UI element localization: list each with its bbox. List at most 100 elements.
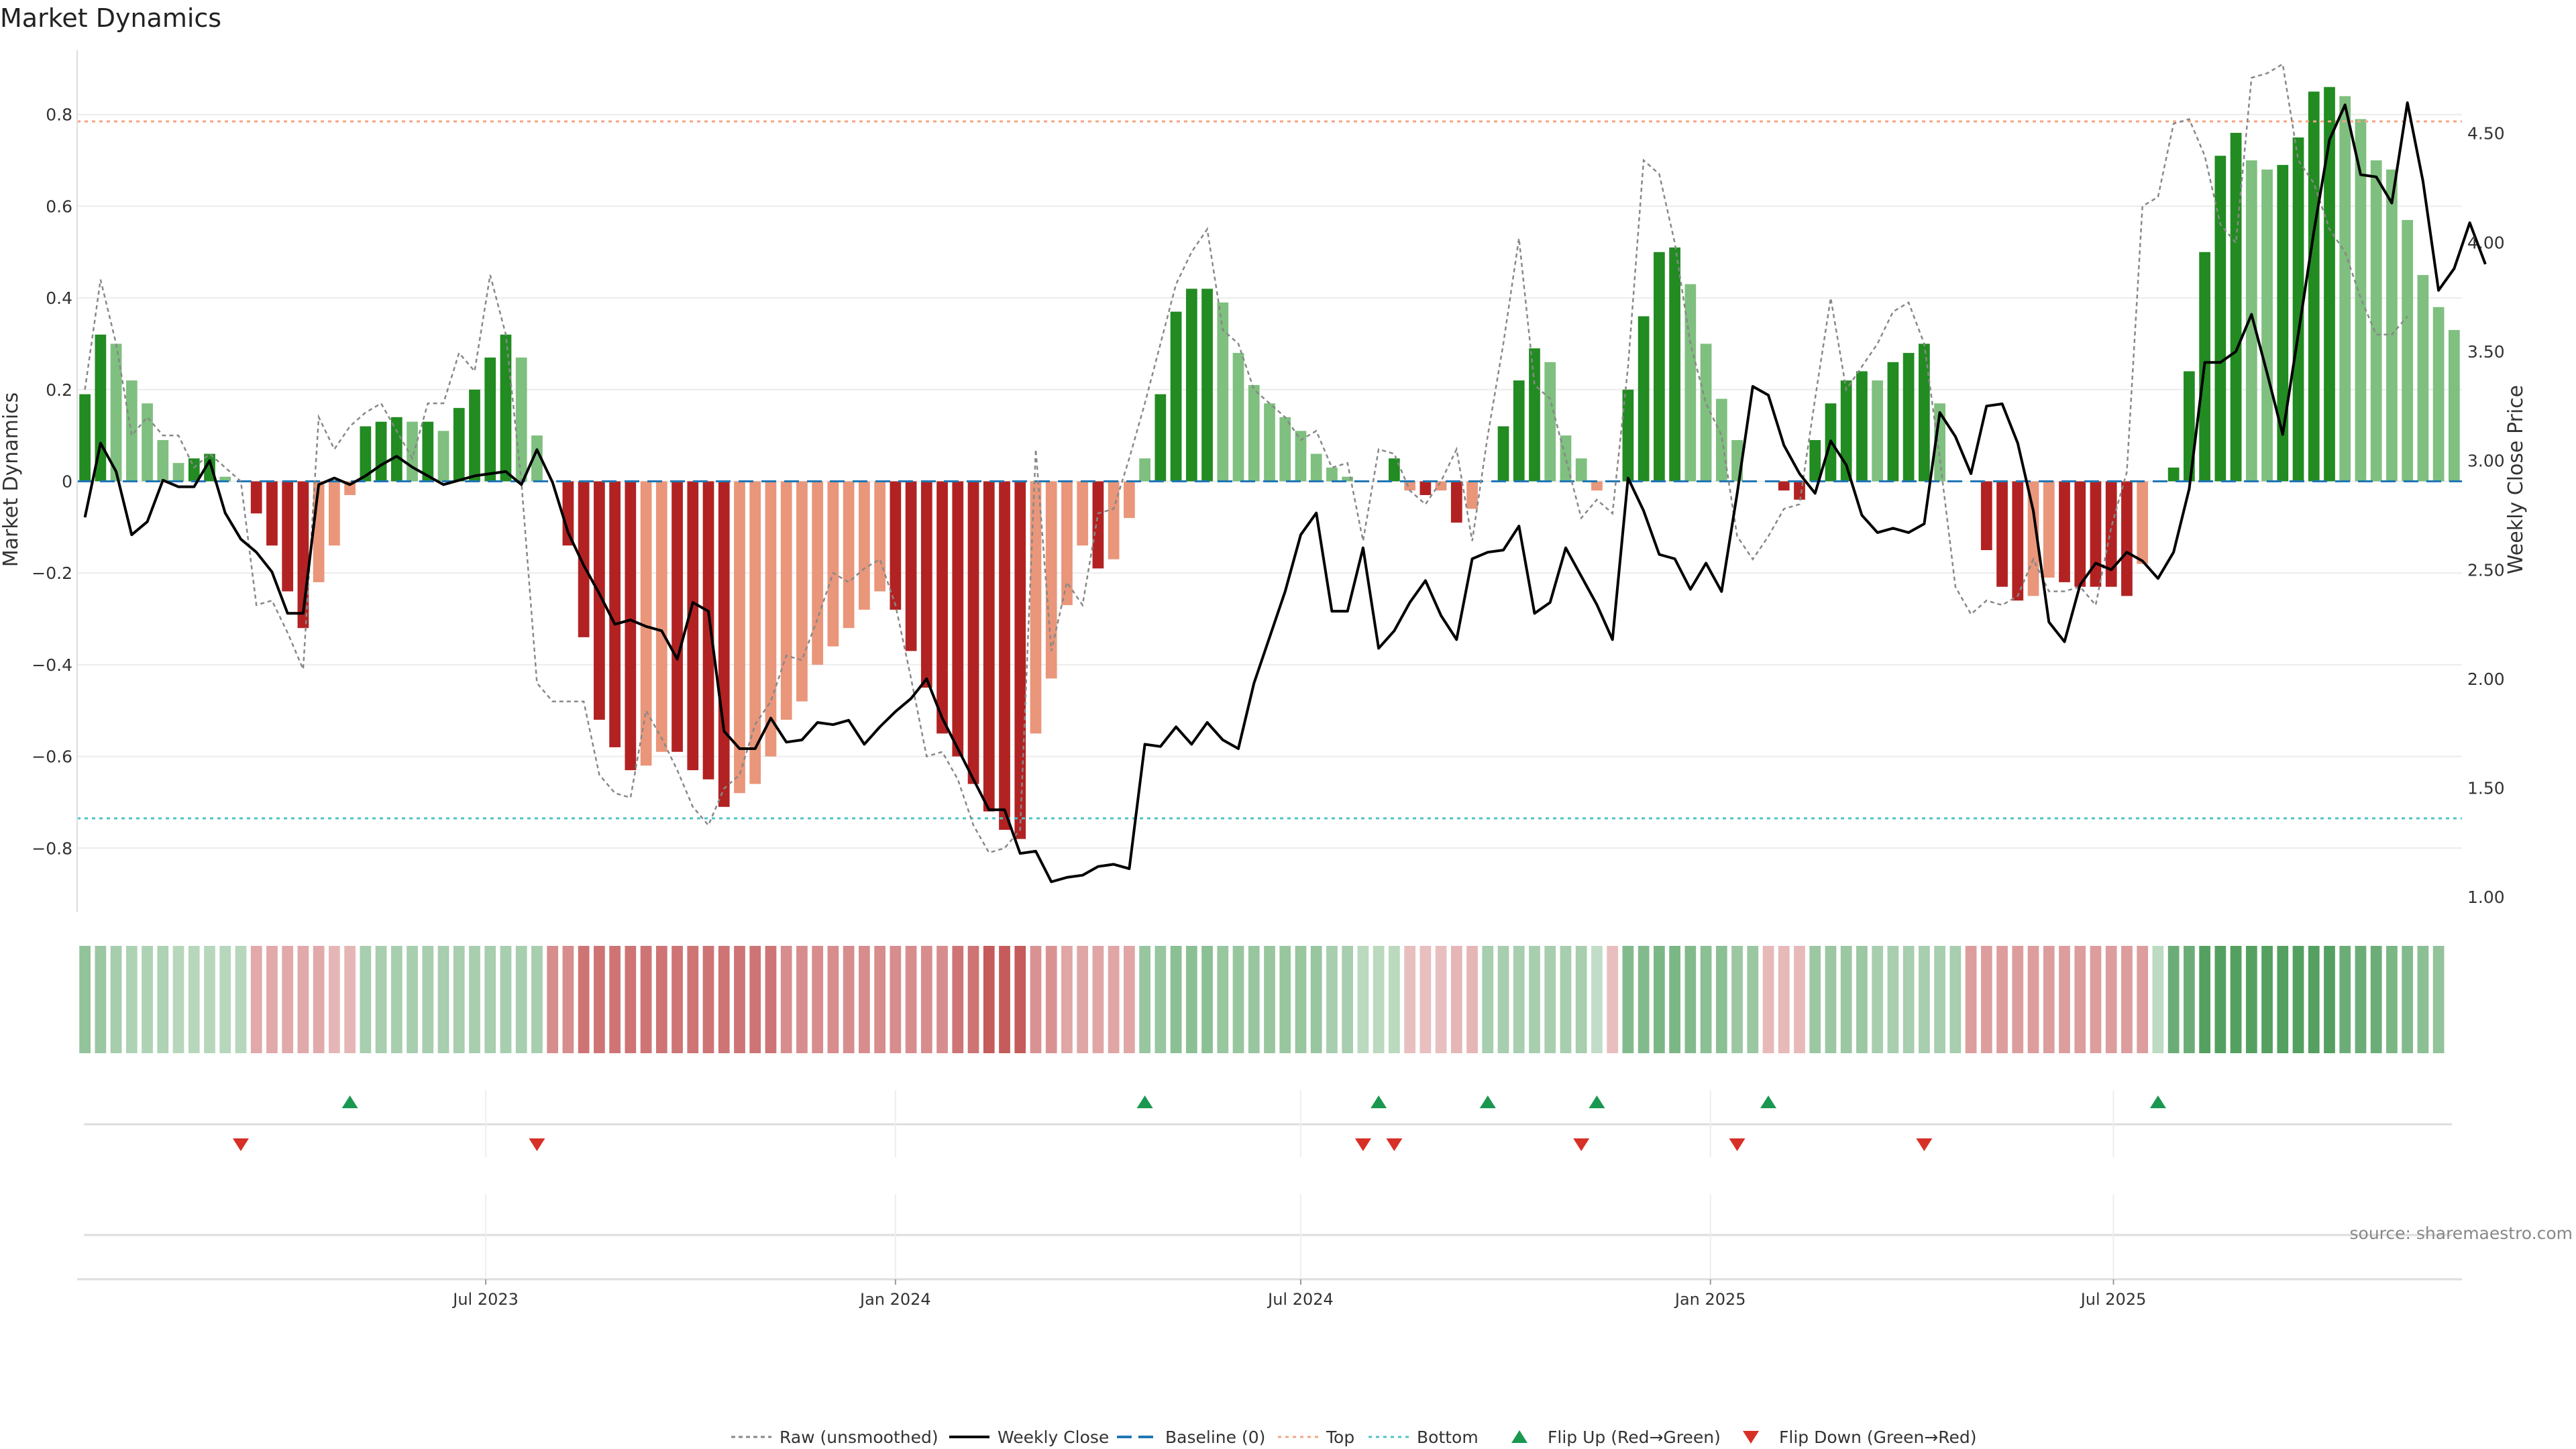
regime-cell (2074, 946, 2086, 1053)
histogram-bar (2277, 164, 2289, 482)
histogram-bar (1638, 316, 1650, 482)
regime-cell (2059, 946, 2070, 1053)
regime-cell (297, 946, 309, 1053)
histogram-bar (640, 481, 652, 766)
regime-cell (1217, 946, 1229, 1053)
histogram-bar (1389, 458, 1400, 482)
regime-cell (1248, 946, 1260, 1053)
histogram-bar (2043, 481, 2055, 578)
x-tick-label: Jan 2024 (859, 1290, 931, 1309)
histogram-bar (655, 481, 667, 752)
histogram-bar (219, 476, 231, 482)
left-tick-label: 0.4 (46, 288, 72, 308)
regime-cell (936, 946, 948, 1053)
regime-cell (1108, 946, 1120, 1053)
histogram-bar (531, 435, 543, 482)
legend-label: Bottom (1417, 1428, 1479, 1447)
regime-cell (515, 946, 527, 1053)
regime-cell (1654, 946, 1665, 1053)
regime-cell (2245, 946, 2257, 1053)
histogram-bar (2417, 274, 2429, 482)
regime-cell (702, 946, 714, 1053)
regime-cell (594, 946, 605, 1053)
histogram-bar (1139, 458, 1150, 482)
regime-cell (2324, 946, 2335, 1053)
histogram-bar (1232, 353, 1244, 482)
flip-down-marker (1916, 1138, 1933, 1151)
regime-cell (812, 946, 824, 1053)
x-tick-label: Jan 2025 (1674, 1290, 1746, 1309)
left-tick-label: 0 (62, 472, 72, 492)
regime-cell (1185, 946, 1197, 1053)
histogram-bar (1902, 353, 1915, 482)
legend-swatch-flip-down (1743, 1431, 1759, 1444)
regime-cell (2184, 946, 2195, 1053)
regime-cell (2027, 946, 2039, 1053)
histogram-bar (1310, 453, 1322, 482)
regime-cell (796, 946, 808, 1053)
histogram-bar (125, 380, 138, 482)
regime-cell (2417, 946, 2429, 1053)
regime-cell (578, 946, 590, 1053)
histogram-bar (1700, 343, 1712, 482)
histogram-bar (1544, 362, 1556, 482)
histogram-bar (920, 481, 932, 688)
histogram-bar (2137, 481, 2149, 564)
regime-cell (1669, 946, 1680, 1053)
regime-cell (2043, 946, 2055, 1053)
regime-cell (952, 946, 964, 1053)
regime-cell (500, 946, 512, 1053)
histogram-bar (812, 481, 824, 665)
histogram-bar (282, 481, 294, 592)
histogram-bar (890, 481, 902, 610)
histogram-bar (952, 481, 964, 757)
regime-cell (890, 946, 902, 1053)
left-tick-label: 0.2 (46, 380, 72, 400)
left-tick-label: −0.4 (32, 655, 72, 675)
histogram-bar (1170, 311, 1182, 482)
histogram-bar (562, 481, 574, 546)
regime-cell (1762, 946, 1774, 1053)
histogram-bar (702, 481, 714, 780)
histogram-bar (1279, 417, 1291, 482)
regime-cell (2402, 946, 2414, 1053)
flip-up-marker (1136, 1095, 1153, 1108)
regime-cell (360, 946, 372, 1053)
regime-cell (1700, 946, 1712, 1053)
right-tick-label: 3.00 (2467, 451, 2505, 471)
histogram-bar (983, 481, 995, 812)
regime-cell (1731, 946, 1743, 1053)
regime-cell (1077, 946, 1089, 1053)
regime-cell (266, 946, 278, 1053)
histogram-bar (1077, 481, 1089, 546)
regime-cell (2199, 946, 2210, 1053)
histogram-bar (609, 481, 621, 747)
histogram-bar (1654, 252, 1665, 482)
regime-cell (718, 946, 730, 1053)
legend-label: Raw (unsmoothed) (780, 1428, 938, 1447)
x-axis: Jul 2023 Jan 2024 Jul 2024 Jan 2025 Jul 2025 (77, 1278, 2462, 1309)
histogram-bar (266, 481, 278, 546)
histogram-bar (1887, 362, 1899, 482)
histogram-bar (1856, 371, 1868, 482)
histogram-bar (1435, 481, 1447, 491)
regime-cell (1404, 946, 1415, 1053)
regime-cell (749, 946, 761, 1053)
regime-cell (2214, 946, 2226, 1053)
regime-cell (2167, 946, 2180, 1053)
histogram-bar (843, 481, 855, 629)
regime-cell (2355, 946, 2367, 1053)
regime-cell (2105, 946, 2117, 1053)
regime-cell (1856, 946, 1868, 1053)
right-axis-label: Weekly Close Price (2504, 385, 2528, 574)
histogram-bar (500, 334, 512, 482)
right-tick-label: 4.00 (2467, 233, 2505, 252)
regime-cell (390, 946, 402, 1053)
legend-label: Flip Up (Red→Green) (1548, 1428, 1721, 1447)
regime-cell (329, 946, 340, 1053)
regime-cell (999, 946, 1010, 1053)
regime-cell (547, 946, 559, 1053)
regime-cell (2370, 946, 2382, 1053)
flip-down-marker (1386, 1138, 1403, 1151)
regime-cell (453, 946, 465, 1053)
